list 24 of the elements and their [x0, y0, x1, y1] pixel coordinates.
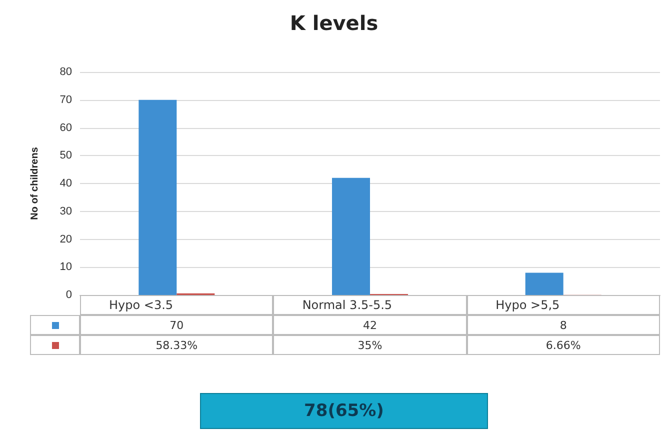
y-tick-label: 50 — [60, 150, 72, 162]
y-axis-title: No of childrens — [30, 146, 40, 220]
chart-title: K levels — [290, 11, 378, 35]
y-tick-label: 80 — [60, 66, 72, 78]
y-tick-label: 0 — [66, 289, 72, 301]
x-tick-label: Hypo <3.5 — [80, 295, 274, 315]
y-tick-label: 10 — [60, 261, 72, 274]
bar — [332, 178, 370, 295]
data-label: 42 — [273, 315, 467, 335]
data-label: 8 — [466, 315, 660, 335]
data-label: 35% — [273, 335, 467, 355]
data-label: 70 — [80, 315, 274, 335]
y-tick-label: 70 — [60, 94, 72, 106]
text: 78(65%) — [200, 393, 488, 429]
y-tick-label: 20 — [60, 233, 72, 246]
y-tick-label: 30 — [60, 205, 72, 218]
bar — [138, 100, 177, 295]
data-label: 6.66% — [466, 335, 660, 355]
y-tick-label: 40 — [60, 178, 72, 190]
data-label: 58.33% — [80, 335, 274, 355]
x-tick-label: Hypo >5,5 — [466, 295, 660, 315]
x-tick-label: Normal 3.5-5.5 — [273, 295, 467, 315]
y-tick-label: 60 — [60, 122, 72, 134]
bar — [525, 272, 564, 295]
